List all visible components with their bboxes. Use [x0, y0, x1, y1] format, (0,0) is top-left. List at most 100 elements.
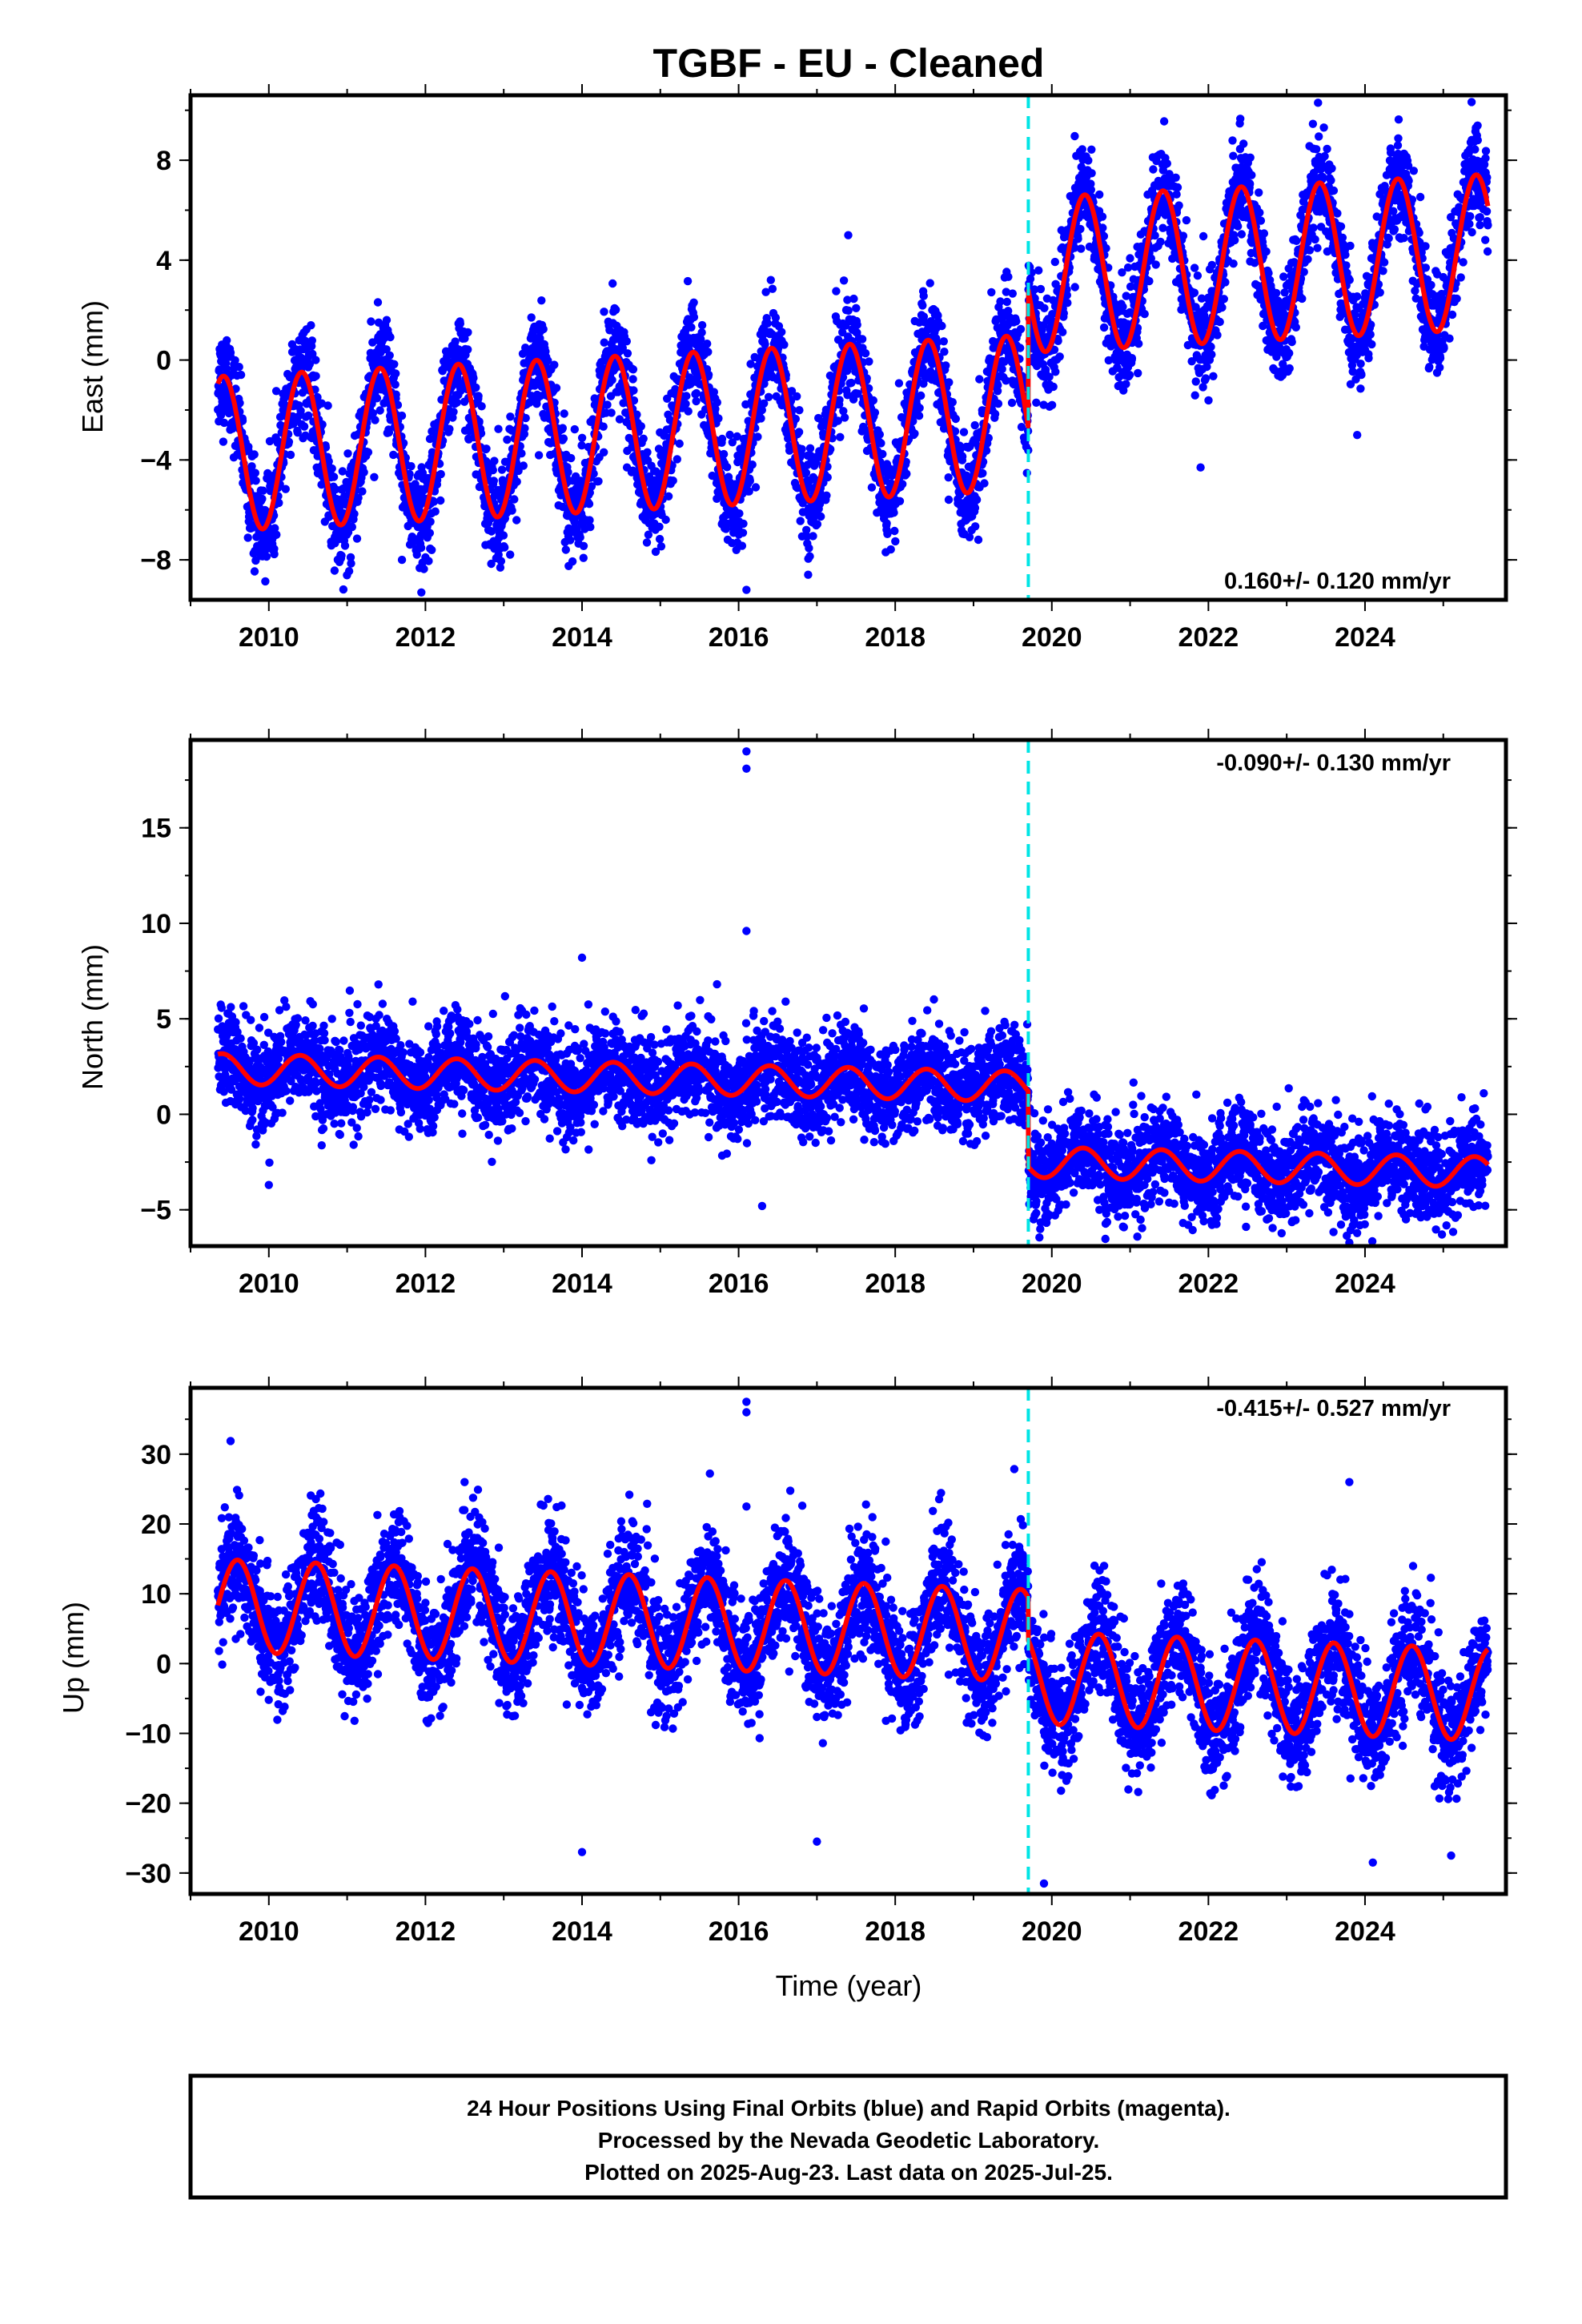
data-point — [577, 433, 587, 442]
data-point — [970, 504, 980, 513]
data-point — [751, 483, 761, 492]
data-point — [628, 365, 638, 374]
data-point — [867, 483, 877, 492]
data-point — [1032, 398, 1041, 407]
data-point — [391, 390, 400, 399]
data-point — [231, 356, 239, 365]
data-point — [1118, 302, 1127, 312]
data-point — [942, 361, 950, 370]
data-point — [520, 424, 529, 432]
data-point — [1191, 391, 1199, 400]
data-point — [1219, 295, 1229, 304]
data-point — [1239, 139, 1248, 148]
data-point — [424, 557, 433, 565]
data-point — [352, 534, 362, 543]
data-point — [275, 498, 283, 508]
data-point — [926, 279, 934, 287]
data-point — [764, 392, 773, 401]
data-point — [354, 493, 363, 502]
data-point — [489, 476, 498, 485]
data-point — [852, 304, 861, 312]
data-point — [1280, 288, 1289, 297]
data-point — [870, 408, 880, 417]
data-point — [1342, 261, 1351, 270]
data-point — [384, 428, 394, 437]
data-point — [386, 332, 395, 342]
east-plot-area — [214, 98, 1492, 597]
data-point — [1346, 241, 1355, 251]
data-point — [219, 418, 229, 428]
data-point — [669, 476, 677, 485]
data-point — [768, 284, 777, 293]
data-point — [801, 468, 811, 477]
data-point — [914, 412, 924, 420]
data-point — [488, 465, 497, 475]
data-point — [1140, 309, 1149, 319]
data-point — [1327, 176, 1335, 185]
data-point — [639, 434, 648, 443]
data-point — [537, 296, 546, 305]
data-point — [308, 349, 317, 359]
data-point — [317, 399, 326, 408]
data-point — [1182, 215, 1191, 225]
data-point — [958, 452, 967, 461]
data-point — [407, 462, 416, 471]
data-point — [948, 398, 958, 407]
data-point — [436, 469, 445, 479]
data-point — [1319, 123, 1328, 132]
data-point — [579, 553, 588, 562]
data-point — [559, 434, 568, 443]
data-point — [425, 529, 434, 537]
data-point — [636, 422, 645, 431]
data-point — [1178, 231, 1188, 240]
data-point — [813, 520, 822, 529]
data-point — [251, 476, 260, 485]
data-point — [243, 533, 252, 542]
data-point — [464, 328, 472, 337]
data-point — [1329, 186, 1339, 195]
data-point — [704, 348, 713, 356]
data-point — [576, 533, 584, 542]
data-point — [261, 577, 270, 586]
data-point — [226, 348, 235, 357]
figure-title: TGBF - EU - Cleaned — [653, 41, 1045, 86]
data-point — [687, 323, 696, 332]
data-point — [994, 399, 1003, 408]
data-point — [271, 387, 281, 396]
data-point — [692, 388, 701, 398]
data-point — [1055, 352, 1064, 361]
data-point — [1193, 271, 1203, 280]
data-point — [428, 545, 436, 554]
data-point — [865, 357, 873, 366]
data-point — [607, 408, 616, 417]
data-point — [347, 522, 356, 532]
data-point — [1313, 243, 1322, 252]
data-point — [1246, 153, 1255, 162]
data-point — [1207, 260, 1217, 270]
data-point — [939, 337, 949, 346]
data-point — [550, 360, 559, 369]
data-point — [823, 472, 832, 482]
data-point — [1070, 131, 1079, 141]
data-point — [974, 535, 983, 545]
data-point — [1209, 372, 1218, 380]
data-point — [391, 369, 400, 378]
data-point — [717, 434, 727, 444]
data-point — [561, 545, 570, 554]
data-point — [883, 529, 892, 538]
data-point — [1303, 255, 1312, 263]
data-point — [608, 376, 616, 384]
data-point — [1292, 236, 1301, 245]
data-point — [1162, 159, 1172, 168]
data-point — [499, 531, 508, 540]
data-point — [1098, 212, 1107, 221]
data-point — [338, 467, 347, 476]
data-point — [938, 321, 946, 331]
data-point — [915, 404, 924, 412]
data-point — [416, 543, 426, 553]
data-point — [496, 557, 506, 565]
data-point — [323, 401, 332, 410]
data-point — [390, 360, 399, 368]
data-point — [642, 538, 652, 547]
data-point — [1255, 208, 1264, 217]
